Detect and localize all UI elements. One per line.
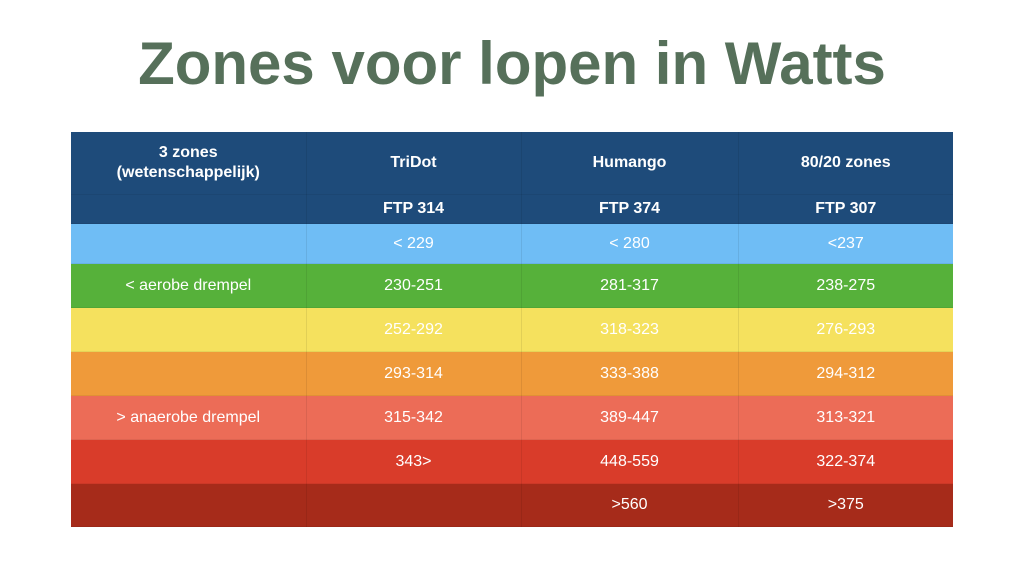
table-cell	[306, 483, 522, 527]
table-cell: 281-317	[521, 263, 739, 308]
table-cell: > anaerobe drempel	[71, 395, 307, 440]
ftp-cell-tridot: FTP 314	[306, 194, 522, 224]
header-cell-tridot: TriDot	[306, 132, 522, 195]
zone-row-4: 293-314 333-388 294-312	[71, 351, 953, 396]
table-cell: < aerobe drempel	[71, 263, 307, 308]
table-cell: 448-559	[521, 439, 739, 484]
table-cell	[71, 351, 307, 396]
table-cell: 333-388	[521, 351, 739, 396]
zone-row-7: >560 >375	[71, 483, 953, 527]
header-3-zones-line1: 3 zones	[158, 144, 218, 161]
table-cell: 322-374	[738, 439, 953, 484]
table-cell: 276-293	[738, 307, 953, 352]
table-cell: 343>	[306, 439, 522, 484]
table-cell: 318-323	[521, 307, 739, 352]
table-cell	[71, 439, 307, 484]
zone-row-3: 252-292 318-323 276-293	[71, 307, 953, 352]
table-cell	[71, 223, 307, 264]
header-cell-8020: 80/20 zones	[738, 132, 953, 195]
table-cell: < 229	[306, 223, 522, 264]
zones-table: 3 zones (wetenschappelijk) TriDot Humang…	[71, 132, 953, 527]
table-cell: >375	[738, 483, 953, 527]
ftp-cell-humango: FTP 374	[521, 194, 739, 224]
table-cell	[71, 307, 307, 352]
zone-row-2: < aerobe drempel 230-251 281-317 238-275	[71, 263, 953, 308]
table-cell: 230-251	[306, 263, 522, 308]
table-cell: >560	[521, 483, 739, 527]
table-cell: 313-321	[738, 395, 953, 440]
table-cell: 238-275	[738, 263, 953, 308]
table-cell: 293-314	[306, 351, 522, 396]
zone-row-6: 343> 448-559 322-374	[71, 439, 953, 484]
table-cell	[71, 483, 307, 527]
header-3-zones-line2: (wetenschappelijk)	[116, 164, 260, 181]
table-cell: < 280	[521, 223, 739, 264]
header-cell-3-zones: 3 zones (wetenschappelijk)	[71, 132, 307, 195]
table-cell: <237	[738, 223, 953, 264]
ftp-cell-8020: FTP 307	[738, 194, 953, 224]
zone-row-1: < 229 < 280 <237	[71, 223, 953, 264]
table-cell: 294-312	[738, 351, 953, 396]
ftp-row: FTP 314 FTP 374 FTP 307	[71, 194, 953, 224]
table-cell: 315-342	[306, 395, 522, 440]
ftp-cell	[71, 194, 307, 224]
page-title: Zones voor lopen in Watts	[138, 30, 886, 97]
table-cell: 252-292	[306, 307, 522, 352]
table-cell: 389-447	[521, 395, 739, 440]
table-header-row: 3 zones (wetenschappelijk) TriDot Humang…	[71, 132, 953, 195]
header-cell-humango: Humango	[521, 132, 739, 195]
zone-row-5: > anaerobe drempel 315-342 389-447 313-3…	[71, 395, 953, 440]
